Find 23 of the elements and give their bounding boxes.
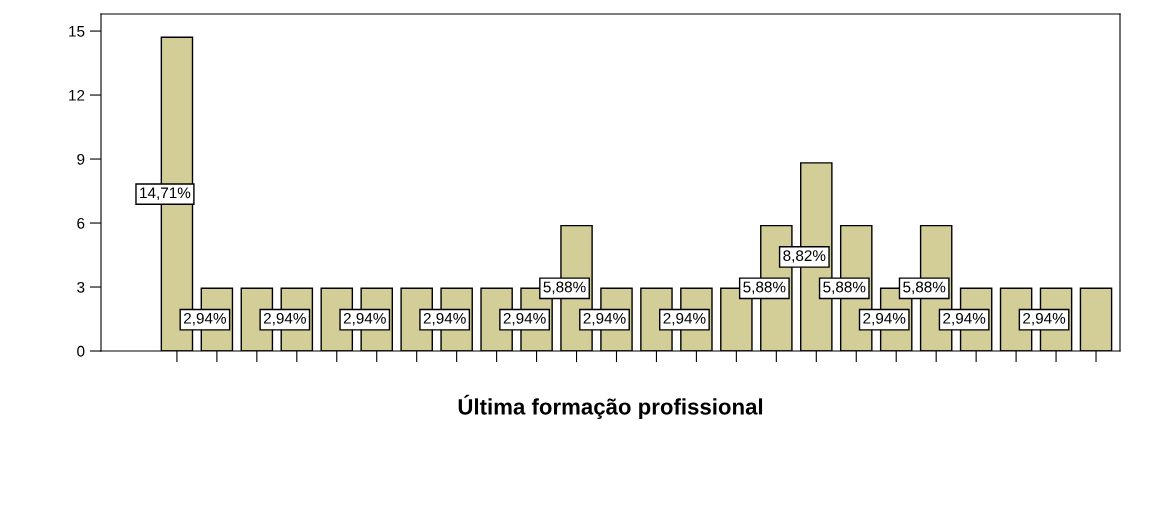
data-label: 2,94% — [583, 312, 626, 326]
data-label: 5,88% — [543, 281, 586, 295]
data-label: 5,88% — [743, 281, 786, 295]
data-label: 8,82% — [783, 250, 826, 263]
data-label: 2,94% — [663, 312, 706, 326]
x-axis-title: Última formação profissional — [458, 394, 763, 420]
data-label: 2,94% — [423, 312, 466, 326]
y-tick-label: 6 — [77, 217, 85, 229]
y-tick-label: 0 — [77, 345, 85, 357]
data-label: 14,71% — [140, 187, 191, 201]
data-label: 2,94% — [184, 312, 227, 326]
y-tick-label: 9 — [77, 153, 85, 165]
data-label: 2,94% — [1023, 312, 1066, 326]
y-tick-label: 12 — [69, 89, 85, 101]
data-label: 5,88% — [823, 281, 866, 295]
y-tick-label: 3 — [77, 281, 85, 293]
data-label: 2,94% — [503, 312, 546, 326]
data-label: 5,88% — [903, 281, 946, 295]
data-label: 2,94% — [343, 312, 386, 326]
data-label: 2,94% — [943, 312, 986, 326]
y-tick-label: 15 — [69, 26, 85, 37]
data-label: 2,94% — [263, 312, 306, 326]
data-label: 2,94% — [863, 312, 906, 326]
